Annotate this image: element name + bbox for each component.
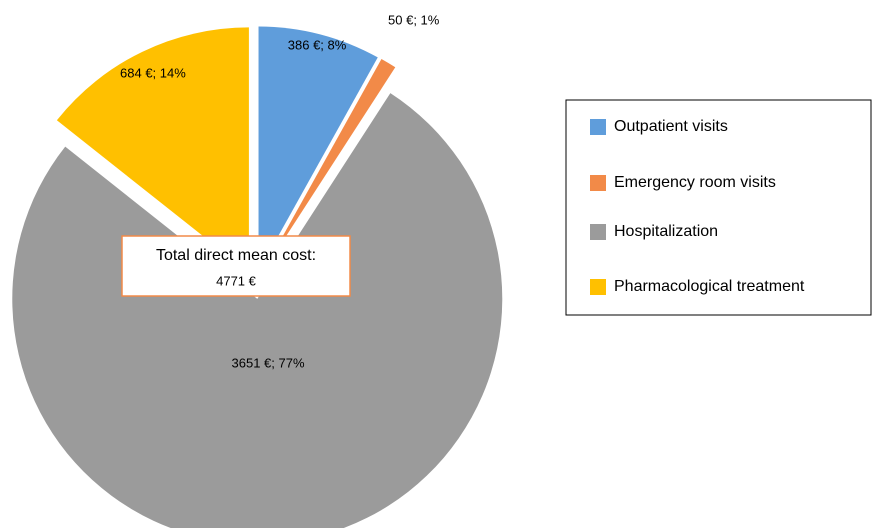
legend-swatch: [590, 279, 606, 295]
data-label: 684 €; 14%: [120, 65, 186, 80]
legend-swatch: [590, 175, 606, 191]
legend-swatch: [590, 119, 606, 135]
pie-slice: [262, 58, 396, 274]
data-label: 386 €; 8%: [288, 38, 347, 53]
pie-slice: [258, 26, 378, 272]
legend-label: Pharmacological treatment: [614, 278, 805, 295]
legend: [565, 99, 872, 316]
data-label: 50 €; 1%: [388, 12, 440, 27]
legend-swatch: [590, 224, 606, 240]
legend-label: Hospitalization: [614, 223, 718, 240]
legend-label: Emergency room visits: [614, 174, 776, 191]
annotation: Total direct mean cost:: [156, 247, 316, 264]
pie: [12, 26, 503, 528]
annotation: 4771 €: [216, 273, 257, 288]
annotation-box: [121, 235, 351, 297]
data-label: 3651 €; 77%: [232, 356, 305, 371]
pie-slice: [56, 27, 249, 273]
pie-slice: [12, 93, 503, 528]
legend-label: Outpatient visits: [614, 118, 728, 135]
